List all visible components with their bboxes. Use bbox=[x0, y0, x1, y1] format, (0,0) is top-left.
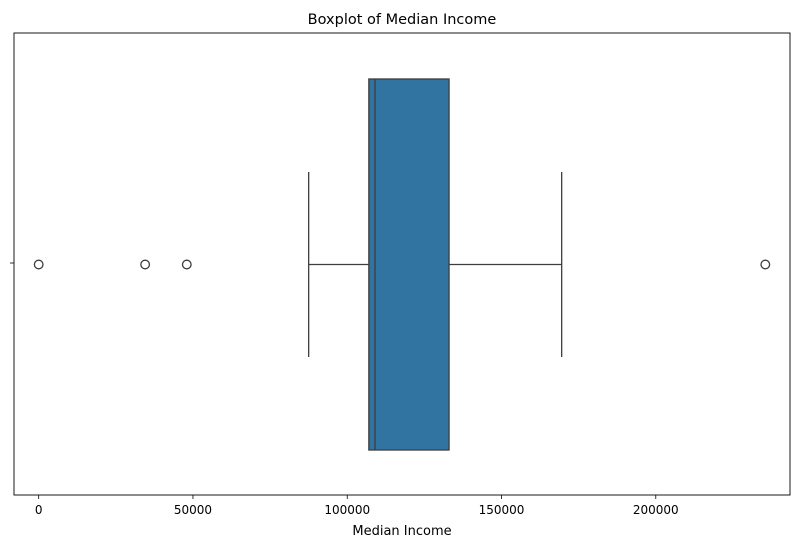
x-tick-label: 150000 bbox=[479, 503, 525, 517]
x-tick-label: 0 bbox=[35, 503, 43, 517]
boxplot bbox=[33, 78, 771, 451]
outlier-point bbox=[760, 259, 771, 270]
chart-title: Boxplot of Median Income bbox=[308, 12, 497, 28]
outlier-point bbox=[33, 259, 44, 270]
x-tick-label: 100000 bbox=[324, 503, 370, 517]
x-tick-label: 50000 bbox=[174, 503, 212, 517]
x-axis-label: Median Income bbox=[352, 524, 451, 539]
outlier-point bbox=[140, 259, 151, 270]
x-tick-label: 200000 bbox=[633, 503, 679, 517]
iqr-box bbox=[368, 78, 450, 451]
outlier-point bbox=[181, 259, 192, 270]
x-axis: 0 50000 100000 150000 200000 bbox=[35, 495, 679, 517]
